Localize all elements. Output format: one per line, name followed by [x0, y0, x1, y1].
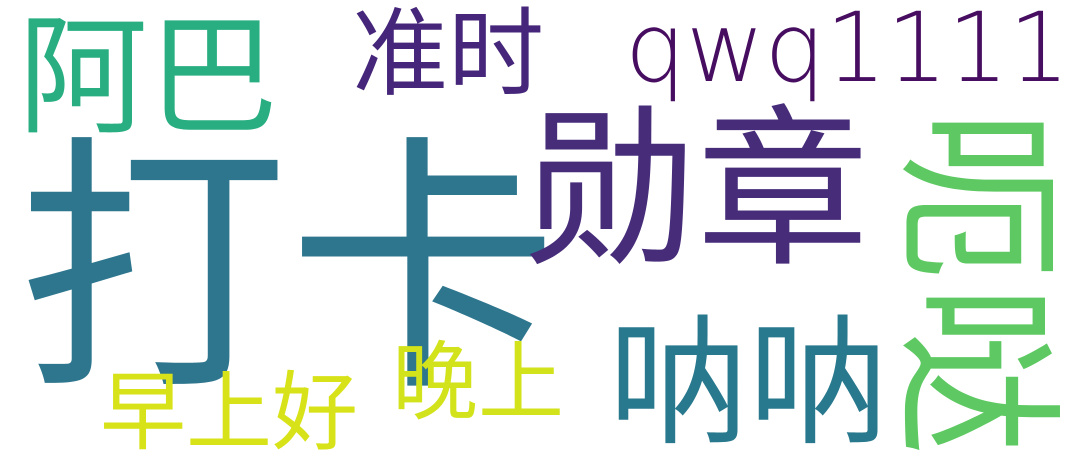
word-qwq1111: qwq1111 [625, 0, 1070, 104]
word-xunzhang: 勋章 [525, 90, 869, 291]
word-zhunshi: 准时 [352, 0, 544, 110]
word-vertical-1: 呃 [876, 110, 1074, 281]
word-daka: 打卡 [18, 113, 558, 428]
word-nana: 呐呐 [608, 303, 889, 463]
word-aba: 阿巴 [18, 1, 279, 153]
word-zaoshang: 早上好 [100, 363, 358, 463]
word-wanshang: 晚上 [392, 333, 564, 433]
word-vertical-2: 哒 [876, 285, 1074, 456]
